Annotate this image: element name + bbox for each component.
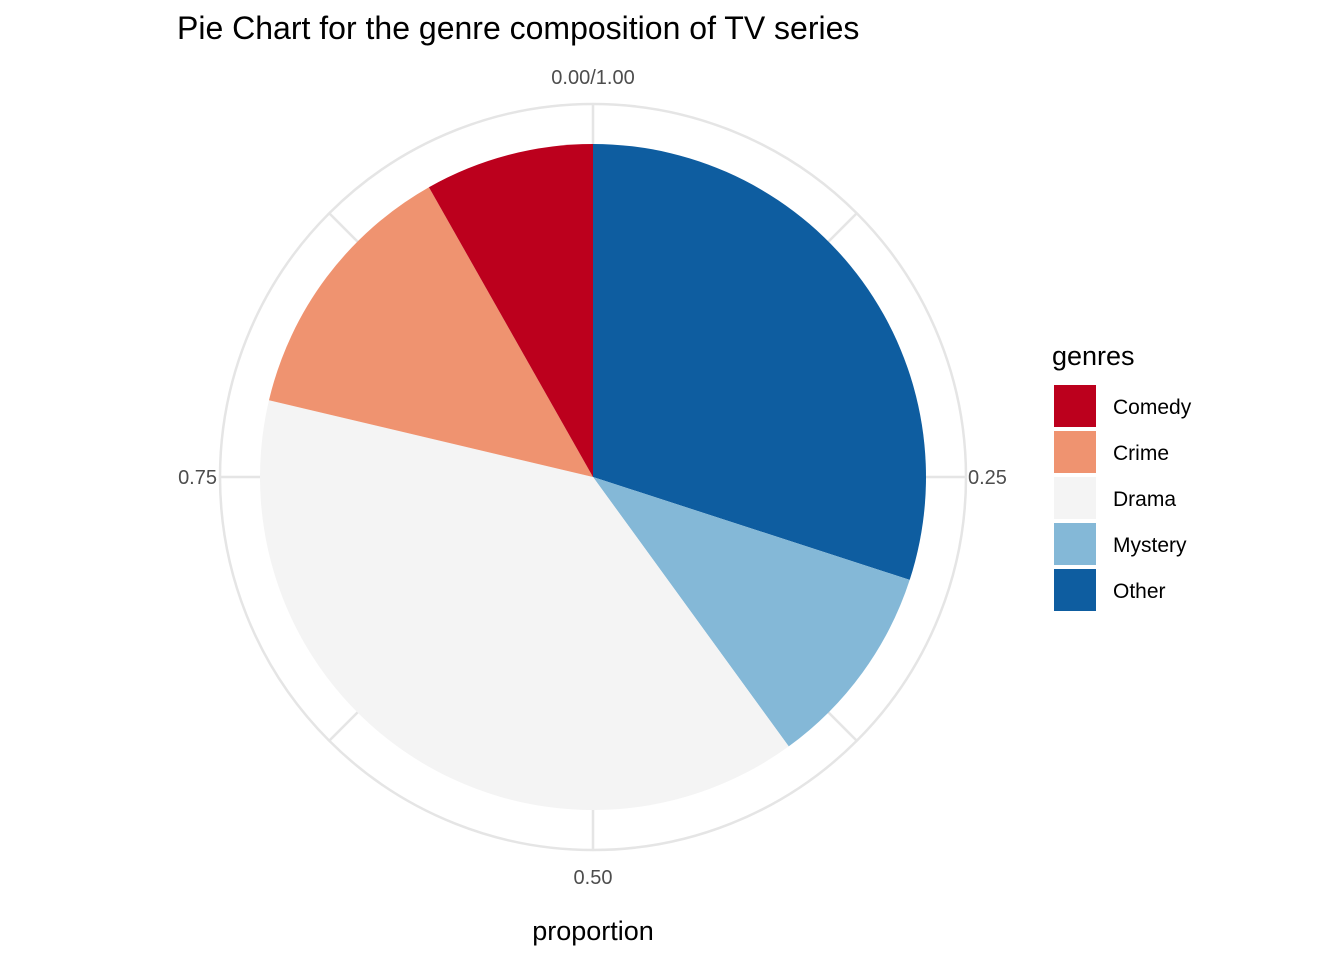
legend: Comedy Crime Drama Mystery Other	[1054, 385, 1192, 611]
legend-key-mystery	[1054, 523, 1096, 565]
tick-label: 0.50	[574, 867, 613, 889]
grid-spoke	[826, 212, 858, 244]
tick-label: 0.75	[178, 467, 217, 489]
pie-slice-drama	[259, 400, 789, 810]
legend-label-mystery: Mystery	[1113, 534, 1187, 557]
legend-title: genres	[1052, 341, 1135, 371]
legend-key-drama	[1054, 477, 1096, 519]
tick-label: 0.25	[968, 467, 1007, 489]
polar-grid	[218, 102, 968, 852]
angle-tick-labels: 0.00/1.00 0.25 0.50 0.75	[178, 67, 1007, 889]
legend-key-comedy	[1054, 385, 1096, 427]
pie-slice-crime	[268, 187, 593, 477]
chart-title: Pie Chart for the genre composition of T…	[177, 10, 859, 46]
grid-spoke	[328, 212, 360, 244]
pie-slice-other	[593, 144, 926, 580]
legend-label-drama: Drama	[1113, 488, 1176, 511]
grid-spoke	[826, 710, 858, 742]
pie-slices	[259, 144, 926, 810]
legend-key-other	[1054, 569, 1096, 611]
legend-label-comedy: Comedy	[1113, 396, 1192, 419]
pie-slice-comedy	[428, 144, 593, 477]
grid-spoke	[328, 710, 360, 742]
legend-key-crime	[1054, 431, 1096, 473]
x-axis-title: proportion	[532, 916, 654, 946]
pie-slice-mystery	[593, 477, 910, 747]
legend-label-other: Other	[1113, 580, 1166, 603]
tick-label: 0.00/1.00	[551, 67, 634, 89]
legend-label-crime: Crime	[1113, 442, 1169, 465]
